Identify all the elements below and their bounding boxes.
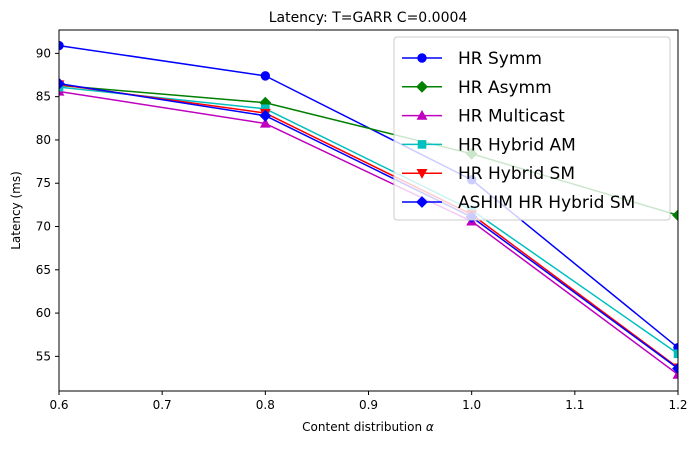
legend-marker	[416, 196, 428, 208]
x-axis-label: Content distribution α	[302, 420, 434, 434]
x-tick-label: 0.6	[49, 398, 68, 412]
legend-marker	[416, 169, 428, 179]
legend-entry: HR Multicast	[402, 107, 565, 127]
legend-entry: ASHIM HR Hybrid SM	[402, 193, 635, 213]
legend-marker	[417, 53, 427, 63]
legend-box	[393, 36, 671, 221]
chart-title: Latency: T=GARR C=0.0004	[269, 10, 468, 26]
x-tick-label: 1.1	[565, 398, 584, 412]
data-point	[673, 349, 678, 359]
y-tick-label: 85	[36, 90, 51, 104]
x-tick-label: 0.7	[153, 398, 172, 412]
y-tick-label: 90	[36, 46, 51, 60]
y-axis: 55 60 65 70 75 80 85 90	[36, 46, 59, 363]
data-point	[59, 77, 65, 90]
x-axis-label-symbol: α	[426, 420, 434, 434]
legend-marker	[416, 80, 428, 93]
legend-label: HR Symm	[458, 49, 542, 69]
data-point	[259, 117, 271, 128]
legend-label: HR Multicast	[458, 107, 565, 127]
data-point	[259, 109, 272, 122]
x-axis-label-text: Content distribution	[302, 420, 422, 434]
y-tick-label: 75	[36, 176, 51, 190]
x-tick-label: 1.2	[668, 398, 687, 412]
x-tick-label: 0.9	[359, 398, 378, 412]
series-line	[59, 83, 678, 369]
y-axis-label: Latency (ms)	[9, 171, 23, 250]
data-point	[672, 368, 678, 379]
data-point	[260, 71, 271, 81]
legend-label: HR Asymm	[458, 78, 552, 98]
legend-marker	[416, 109, 428, 120]
legend-label: HR Hybrid AM	[458, 135, 576, 155]
legend-marker	[417, 140, 427, 149]
legend-label: HR Hybrid SM	[458, 164, 575, 184]
x-tick-label: 1.0	[462, 398, 481, 412]
x-axis: 0.6 0.7 0.8 0.9 1.0 1.1 1.2	[49, 391, 688, 412]
y-tick-label: 60	[36, 306, 51, 320]
legend-label: ASHIM HR Hybrid SM	[458, 193, 635, 213]
series-line	[59, 86, 678, 355]
x-tick-label: 0.8	[256, 398, 275, 412]
legend-entry: HR Asymm	[402, 78, 552, 98]
series-line	[59, 82, 678, 370]
legend-entry: HR Hybrid AM	[402, 135, 576, 155]
y-tick-label: 80	[36, 133, 51, 147]
series-line	[59, 90, 678, 376]
y-tick-label: 70	[36, 220, 51, 234]
legend-entry: HR Hybrid SM	[402, 164, 575, 184]
data-point	[672, 209, 678, 222]
y-tick-label: 65	[36, 263, 51, 277]
legend-entry: HR Symm	[402, 49, 542, 69]
legend: HR Symm HR Asymm HR Multicast HR Hybrid AM H…	[393, 36, 671, 221]
data-point	[59, 40, 64, 51]
y-tick-label: 55	[36, 349, 51, 363]
data-point	[672, 362, 678, 375]
